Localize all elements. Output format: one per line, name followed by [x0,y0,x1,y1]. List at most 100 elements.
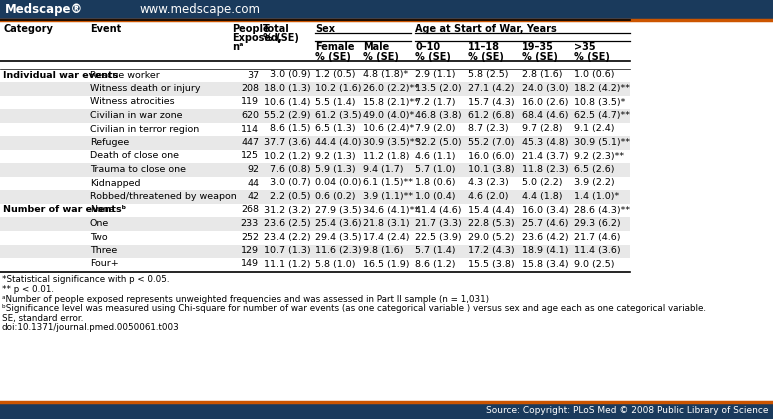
Text: 27.9 (3.5): 27.9 (3.5) [315,205,362,215]
Text: Sex: Sex [315,24,335,34]
Text: 3.9 (1.1)**: 3.9 (1.1)** [363,192,413,201]
Text: 15.8 (2.1)**: 15.8 (2.1)** [363,98,419,106]
Text: Witness atrocities: Witness atrocities [90,98,175,106]
Text: 4.6 (1.1): 4.6 (1.1) [415,152,455,160]
Text: 8.6 (1.2): 8.6 (1.2) [415,259,455,269]
Text: doi:10.1371/journal.pmed.0050061.t003: doi:10.1371/journal.pmed.0050061.t003 [2,323,180,332]
Text: 11.1 (1.2): 11.1 (1.2) [264,259,311,269]
Bar [0,0,773,20]
Text: 7.2 (1.7): 7.2 (1.7) [415,98,455,106]
Text: ᵃNumber of people exposed represents unweighted frequencies and was assessed in : ᵃNumber of people exposed represents unw… [2,295,489,303]
Bar [0,402,773,419]
Text: 10.8 (3.5)*: 10.8 (3.5)* [574,98,625,106]
Text: Three: Three [90,246,117,255]
Text: 11–18: 11–18 [468,42,500,52]
Text: Two: Two [90,233,107,241]
Text: Female: Female [315,42,355,52]
Text: 22.5 (3.9): 22.5 (3.9) [415,233,461,241]
Text: 2.8 (1.6): 2.8 (1.6) [522,70,563,80]
Text: Total: Total [263,24,290,34]
Text: 22.8 (5.3): 22.8 (5.3) [468,219,515,228]
Text: 29.0 (5.2): 29.0 (5.2) [468,233,515,241]
Text: % (SE): % (SE) [415,52,451,62]
Text: 42: 42 [247,192,259,201]
Bar [0,137,630,150]
Text: Source: Copyright: PLoS Med © 2008 Public Library of Science: Source: Copyright: PLoS Med © 2008 Publi… [486,406,769,415]
Text: 10.2 (1.6): 10.2 (1.6) [315,84,362,93]
Text: 34.6 (4.1)**: 34.6 (4.1)** [363,205,419,215]
Text: Trauma to close one: Trauma to close one [90,165,186,174]
Text: 16.0 (2.6): 16.0 (2.6) [522,98,568,106]
Text: 15.7 (4.3): 15.7 (4.3) [468,98,515,106]
Text: Exposed,: Exposed, [232,33,281,43]
Text: 62.5 (4.7)**: 62.5 (4.7)** [574,111,630,120]
Text: 268: 268 [241,205,259,215]
Text: 11.6 (2.3): 11.6 (2.3) [315,246,362,255]
Bar [0,109,630,123]
Text: Medscape®: Medscape® [5,3,83,16]
Text: 44.4 (4.0): 44.4 (4.0) [315,138,362,147]
Text: 208: 208 [241,84,259,93]
Text: 11.4 (3.6): 11.4 (3.6) [574,246,621,255]
Text: 1.0 (0.4): 1.0 (0.4) [415,192,455,201]
Text: 149: 149 [241,259,259,269]
Text: 5.0 (2.2): 5.0 (2.2) [522,178,563,187]
Text: 21.7 (3.3): 21.7 (3.3) [415,219,461,228]
Text: 1.0 (0.6): 1.0 (0.6) [574,70,615,80]
Text: 6.5 (1.3): 6.5 (1.3) [315,124,356,134]
Text: % (SE): % (SE) [315,52,351,62]
Text: 5.5 (1.4): 5.5 (1.4) [315,98,356,106]
Text: nᵃ: nᵃ [232,42,243,52]
Text: 7.6 (0.8): 7.6 (0.8) [271,165,311,174]
Text: 252: 252 [241,233,259,241]
Text: 3.0 (0.9): 3.0 (0.9) [271,70,311,80]
Text: 10.6 (1.4): 10.6 (1.4) [264,98,311,106]
Text: Four+: Four+ [90,259,119,269]
Text: 16.0 (6.0): 16.0 (6.0) [468,152,515,160]
Text: 21.8 (3.1): 21.8 (3.1) [363,219,410,228]
Text: Individual war events: Individual war events [3,70,118,80]
Text: 11.2 (1.8): 11.2 (1.8) [363,152,410,160]
Text: Age at Start of War, Years: Age at Start of War, Years [415,24,557,34]
Text: Refugee: Refugee [90,138,129,147]
Text: 28.6 (4.3)**: 28.6 (4.3)** [574,205,630,215]
Text: >35: >35 [574,42,596,52]
Text: People: People [232,24,270,34]
Text: 119: 119 [241,98,259,106]
Text: 10.1 (3.8): 10.1 (3.8) [468,165,515,174]
Text: Category: Category [3,24,53,34]
Text: 16.0 (3.4): 16.0 (3.4) [522,205,569,215]
Text: 3.9 (2.2): 3.9 (2.2) [574,178,615,187]
Text: 13.5 (2.0): 13.5 (2.0) [415,84,461,93]
Text: 23.4 (2.2): 23.4 (2.2) [264,233,311,241]
Text: 61.2 (6.8): 61.2 (6.8) [468,111,515,120]
Text: 5.7 (1.4): 5.7 (1.4) [415,246,455,255]
Text: 18.0 (1.3): 18.0 (1.3) [264,84,311,93]
Text: 37.7 (3.6): 37.7 (3.6) [264,138,311,147]
Text: 25.4 (3.6): 25.4 (3.6) [315,219,362,228]
Text: 9.7 (2.8): 9.7 (2.8) [522,124,563,134]
Text: 30.9 (5.1)**: 30.9 (5.1)** [574,138,630,147]
Text: 5.7 (1.0): 5.7 (1.0) [415,165,455,174]
Text: 5.8 (1.0): 5.8 (1.0) [315,259,356,269]
Text: 6.5 (2.6): 6.5 (2.6) [574,165,615,174]
Text: 15.4 (4.4): 15.4 (4.4) [468,205,515,215]
Text: 233: 233 [240,219,259,228]
Text: Death of close one: Death of close one [90,152,179,160]
Text: 11.8 (2.3): 11.8 (2.3) [522,165,569,174]
Text: 16.5 (1.9): 16.5 (1.9) [363,259,410,269]
Text: 68.4 (4.6): 68.4 (4.6) [522,111,568,120]
Text: 125: 125 [241,152,259,160]
Text: 55.2 (2.9): 55.2 (2.9) [264,111,311,120]
Text: Witness death or injury: Witness death or injury [90,84,200,93]
Text: 29.3 (6.2): 29.3 (6.2) [574,219,621,228]
Text: 5.9 (1.3): 5.9 (1.3) [315,165,356,174]
Text: 0.6 (0.2): 0.6 (0.2) [315,192,356,201]
Text: *Statistical significance with p < 0.05.: *Statistical significance with p < 0.05. [2,276,169,285]
Text: Male: Male [363,42,390,52]
Text: 129: 129 [241,246,259,255]
Text: Civilian in war zone: Civilian in war zone [90,111,182,120]
Text: 114: 114 [241,124,259,134]
Text: 29.4 (3.5): 29.4 (3.5) [315,233,362,241]
Text: 18.9 (4.1): 18.9 (4.1) [522,246,568,255]
